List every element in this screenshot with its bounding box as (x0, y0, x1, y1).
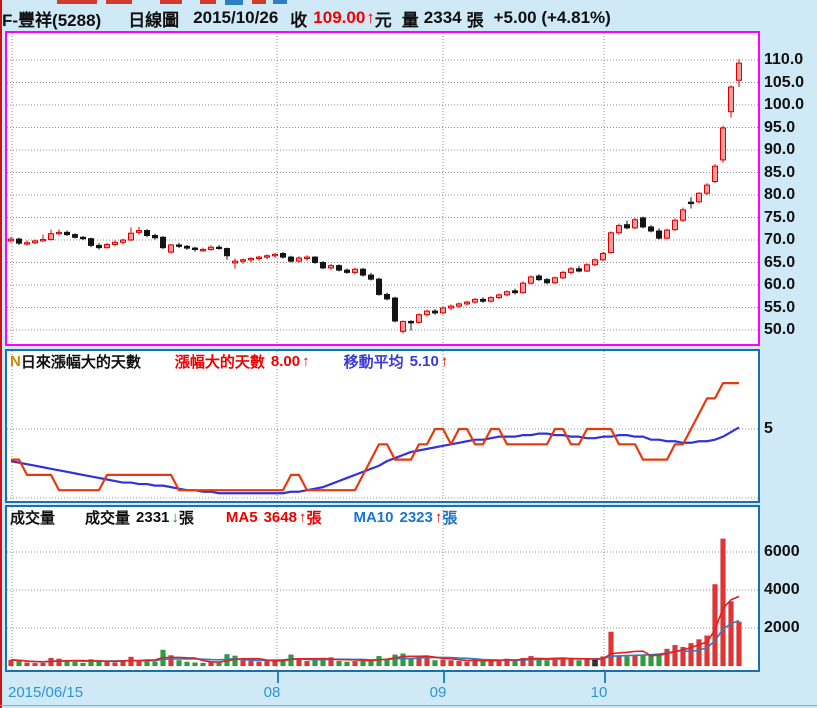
month-tick (277, 672, 279, 683)
month-tick (604, 672, 606, 683)
remnant-mark (225, 0, 243, 5)
date-label: 2015/10/26 (193, 8, 279, 27)
volume-panel[interactable] (5, 505, 760, 672)
volume-axis-label: 2000 (764, 619, 800, 636)
updays-title: 日來漲幅大的天數 (20, 353, 141, 371)
price-axis-label: 80.0 (764, 186, 796, 203)
price-axis-label: 110.0 (764, 51, 804, 68)
updays-series-value: 8.00 (270, 352, 301, 370)
volume-legend: 成交量 成交量 2331 ↓ 張 MA5 3648 ↑ 張 MA10 2323 … (10, 508, 458, 527)
volume-axis-label: 6000 (764, 543, 800, 560)
month-tick (443, 672, 445, 683)
price-up-arrow-icon: ↑ (366, 8, 375, 27)
volume-unit-label: 張 (466, 10, 484, 30)
window-bottom-border (0, 705, 817, 706)
date-axis-label: 10 (590, 684, 608, 701)
updays-line (11, 381, 739, 492)
price-axis-label: 70.0 (764, 231, 796, 248)
updays-up-arrow-icon: ↑ (302, 352, 310, 370)
remnant-mark (106, 0, 132, 4)
change-text: +5.00 (+4.81%) (493, 8, 611, 27)
volume-series-label: 成交量 (85, 509, 131, 527)
ma5-value: 3648 (263, 508, 297, 526)
date-axis-label: 09 (429, 684, 447, 701)
price-axis-label: 90.0 (764, 141, 796, 158)
date-axis-label: 2015/06/15 (8, 684, 84, 701)
ma5-up-arrow-icon: ↑ (298, 508, 307, 526)
ma10-unit: 張 (442, 509, 458, 527)
updays-indicator-panel[interactable] (5, 349, 760, 503)
updays-ma-label: 移動平均 (343, 353, 404, 371)
remnant-mark (200, 0, 216, 4)
updays-axis-tick: 5 (764, 420, 773, 437)
price-unit-label: 元 (374, 10, 392, 30)
date-axis-label: 08 (263, 684, 281, 701)
candlesticks (8, 59, 742, 334)
remnant-mark (57, 0, 97, 4)
volume-value: 2334 (423, 8, 462, 27)
updays-title-accent: N (10, 352, 21, 370)
ma10-value: 2323 (399, 508, 433, 526)
close-price: 109.00 (313, 8, 366, 27)
price-axis-label: 105.0 (764, 73, 805, 91)
volume-chart[interactable] (7, 507, 758, 670)
close-label: 收 (290, 10, 308, 30)
ma10-label: MA10 (353, 508, 394, 526)
volume-series-value: 2331 (136, 508, 170, 526)
updays-ma-value: 5.10 (409, 352, 439, 370)
updays-legend: N 日來漲幅大的天數 漲幅大的天數 8.00 ↑ 移動平均 5.10 ↑ (10, 352, 449, 371)
volume-bars (8, 538, 742, 667)
updays-ma-line (10, 426, 740, 495)
volume-panel-title: 成交量 (10, 509, 56, 527)
price-axis-label: 55.0 (764, 298, 796, 316)
updays-indicator-chart[interactable] (7, 351, 758, 501)
volume-label: 量 (401, 10, 419, 30)
price-axis-label: 65.0 (764, 253, 796, 271)
volume-axis-label: 4000 (764, 581, 800, 598)
header-bar: F-豐祥(5288) 日線圖 2015/10/26 收 109.00 ↑ 元 量… (2, 5, 815, 31)
volume-down-arrow-icon: ↓ (171, 508, 179, 526)
ma5-label: MA5 (225, 508, 258, 526)
price-chart-panel[interactable] (5, 31, 760, 346)
updays-ma-up-arrow-icon: ↑ (440, 352, 449, 370)
remnant-mark (252, 0, 266, 4)
ma10-up-arrow-icon: ↑ (434, 508, 443, 526)
price-axis-label: 100.0 (764, 96, 805, 113)
updays-series-label: 漲幅大的天數 (174, 353, 265, 371)
price-axis-label: 85.0 (764, 163, 796, 181)
ma5-unit: 張 (306, 509, 322, 527)
price-candlestick-chart[interactable] (7, 33, 758, 344)
window-left-border (0, 0, 2, 708)
price-axis-label: 50.0 (764, 321, 796, 338)
price-axis-label: 60.0 (764, 276, 796, 293)
remnant-mark (160, 0, 182, 4)
price-axis-label: 95.0 (764, 118, 796, 136)
volume-series-unit: 張 (178, 509, 194, 527)
symbol-name: F-豐祥(5288) (2, 10, 102, 30)
chart-type-label: 日線圖 (128, 10, 180, 30)
volume-ma5-line (10, 595, 740, 663)
remnant-mark (273, 0, 287, 4)
price-axis-label: 75.0 (764, 208, 796, 226)
volume-ma10-line (10, 619, 740, 663)
